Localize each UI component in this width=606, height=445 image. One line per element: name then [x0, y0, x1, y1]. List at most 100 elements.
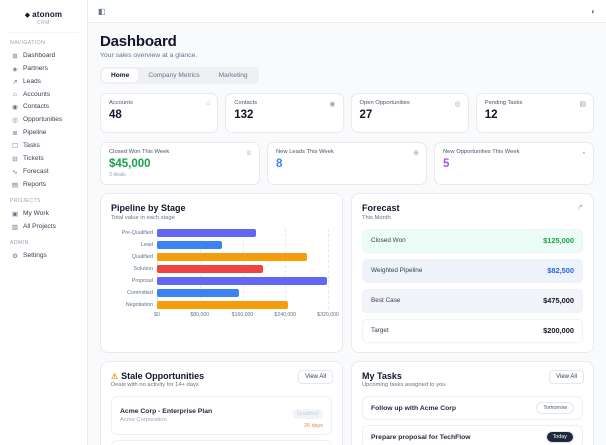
my-tasks-panel: My Tasks Upcoming tasks assigned to you … [351, 360, 594, 445]
sidebar-item[interactable]: ◉ Contacts [8, 100, 79, 113]
forecast-title: Forecast [362, 203, 400, 213]
sidebar-item-icon: ⊟ [12, 155, 18, 163]
chart-category-label: Lead [141, 241, 153, 248]
sidebar-item-icon: ≣ [12, 129, 18, 137]
weekly-stat-sub: 3 deals [109, 172, 126, 178]
sidebar-item-label: Tickets [23, 155, 44, 162]
sidebar-item-icon: ▥ [11, 223, 19, 231]
forecast-row-value: $200,000 [543, 326, 574, 335]
trending-up-icon: ↗ [577, 204, 583, 211]
sidebar-item-icon: ⌂ [13, 90, 17, 98]
sidebar-item-label: Tasks [23, 142, 40, 149]
forecast-row: Closed Won $125,000 [362, 228, 583, 253]
sidebar-section-navigation: Navigation ⊞ Dashboard ◈ Partners ↗ Lead… [8, 40, 79, 191]
weekly-stat-card: New Leads This Week 8 ⊕ [267, 142, 427, 185]
sidebar-item-label: My Work [23, 210, 49, 217]
logo-icon: ◆ [24, 11, 31, 19]
chart-bar [157, 276, 327, 285]
stale-list: Acme Corp - Enterprise Plan Acme Corpora… [111, 396, 332, 445]
stale-view-all-button[interactable]: View All [298, 369, 333, 384]
task-row[interactable]: Follow up with Acme Corp Tomorrow [362, 396, 583, 420]
tab[interactable]: Marketing [209, 69, 257, 82]
logo-text: atonom [32, 10, 63, 19]
chart-bar-track [157, 264, 328, 273]
chart-bar [157, 228, 256, 237]
sidebar-item[interactable]: ◈ Partners [8, 62, 79, 75]
chart-bar [157, 240, 223, 249]
sidebar-item-icon: ∿ [12, 168, 18, 176]
forecast-row-label: Weighted Pipeline [371, 267, 423, 274]
stat-label: Accounts [109, 100, 133, 106]
stat-card: Accounts 48 ⌂ [100, 93, 219, 133]
task-name: Prepare proposal for TechFlow [371, 433, 471, 441]
forecast-row-value: $125,000 [543, 236, 574, 245]
weekly-stat-icon: ♕ [245, 150, 252, 157]
stats-row: Accounts 48 ⌂ Contacts 132 ◉ Open Opport… [100, 93, 594, 133]
stat-icon: ⌂ [206, 100, 211, 107]
sidebar-item[interactable]: ⊟ Tickets [8, 152, 79, 165]
pipeline-chart-title: Pipeline by Stage [111, 203, 186, 213]
sidebar: ◆ atonom CRM Navigation ⊞ Dashboard ◈ Pa… [0, 0, 88, 445]
stale-opportunity-row[interactable]: Acme Corp - Enterprise Plan Acme Corpora… [111, 396, 332, 435]
weekly-stat-value: 8 [276, 158, 283, 170]
tasks-subtitle: Upcoming tasks assigned to you [362, 382, 446, 388]
stale-opportunity-row[interactable]: TechFlow - Platform License TechFlow Sol… [111, 439, 332, 445]
chart-x-tick-label: $0 [154, 312, 160, 318]
sidebar-item-icon: ↗ [12, 78, 18, 86]
weekly-stats-row: Closed Won This Week $45,000 3 deals ♕ N… [100, 142, 594, 185]
logo[interactable]: ◆ atonom CRM [8, 7, 79, 33]
sidebar-item[interactable]: ☐ Tasks [8, 139, 79, 152]
nav-section-label: Navigation [10, 40, 46, 46]
weekly-stat-label: New Leads This Week [276, 149, 334, 155]
sidebar-toggle-icon[interactable]: ◧ [98, 6, 106, 16]
sidebar-item[interactable]: ▥ All Projects [8, 220, 79, 233]
tasks-title: My Tasks [362, 370, 402, 381]
bottom-row: ⚠ Stale Opportunities Deals with no activ… [100, 360, 594, 445]
sidebar-item-icon: ▣ [11, 210, 19, 218]
sidebar-item[interactable]: ⌂ Accounts [8, 88, 79, 100]
chart-category-label: Committed [126, 289, 153, 296]
weekly-stat-label: New Opportunities This Week [443, 149, 520, 155]
sidebar-item[interactable]: ⊞ Dashboard [8, 49, 79, 62]
forecast-panel: Forecast This Month ↗ Closed Won $125,00… [351, 193, 594, 353]
pipeline-rows: Pre-Qualified Lead Qualified Solution Propos… [122, 228, 328, 309]
opportunity-name: Acme Corp - Enterprise Plan [120, 407, 213, 415]
sidebar-item-label: Opportunities [23, 116, 63, 123]
weekly-stat-value: 5 [443, 158, 450, 170]
theme-toggle-icon[interactable]: ◐ [591, 6, 596, 16]
sidebar-item[interactable]: ≣ Pipeline [8, 126, 79, 139]
sidebar-item[interactable]: ◎ Opportunities [8, 113, 79, 126]
forecast-row-label: Closed Won [371, 237, 406, 244]
forecast-row-value: $475,000 [543, 296, 574, 305]
tab[interactable]: Home [102, 69, 139, 82]
forecast-row-label: Best Case [371, 297, 401, 304]
tab[interactable]: Company Metrics [139, 69, 209, 82]
sidebar-item[interactable]: ↗ Leads [8, 75, 79, 88]
weekly-stat-label: Closed Won This Week [109, 149, 170, 155]
weekly-stat-card: New Opportunities This Week 5 ⋆ [434, 142, 594, 185]
chart-bar-track [157, 240, 328, 249]
sidebar-item[interactable]: ▤ Reports [8, 178, 79, 191]
stat-label: Open Opportunities [359, 100, 410, 106]
stat-card: Open Opportunities 27 ◎ [350, 93, 469, 133]
sidebar-item[interactable]: ▣ My Work [8, 207, 79, 220]
weekly-stat-card: Closed Won This Week $45,000 3 deals ♕ [100, 142, 260, 185]
pipeline-chart-subtitle: Total value in each stage [111, 214, 175, 221]
task-row[interactable]: Prepare proposal for TechFlow Today [362, 425, 583, 445]
sidebar-item-label: Reports [23, 181, 47, 188]
sidebar-item[interactable]: ∿ Forecast [8, 165, 79, 178]
chart-bar-track [157, 300, 328, 309]
sidebar-item-label: Partners [23, 65, 48, 72]
stale-title: ⚠ Stale Opportunities [111, 370, 205, 381]
sidebar-item-icon: ◈ [12, 65, 18, 73]
chart-bar-track [157, 276, 328, 285]
stat-value: 27 [359, 109, 373, 121]
chart-bar [157, 252, 308, 261]
tasks-view-all-button[interactable]: View All [549, 369, 584, 384]
forecast-row-value: $82,500 [547, 266, 574, 275]
chart-category-label: Negotiation [125, 301, 153, 308]
sidebar-section-admin: Admin ⚙ Settings [8, 240, 79, 262]
task-name: Follow up with Acme Corp [371, 404, 457, 412]
sidebar-item[interactable]: ⚙ Settings [8, 249, 79, 262]
forecast-subtitle: This Month [362, 214, 391, 221]
